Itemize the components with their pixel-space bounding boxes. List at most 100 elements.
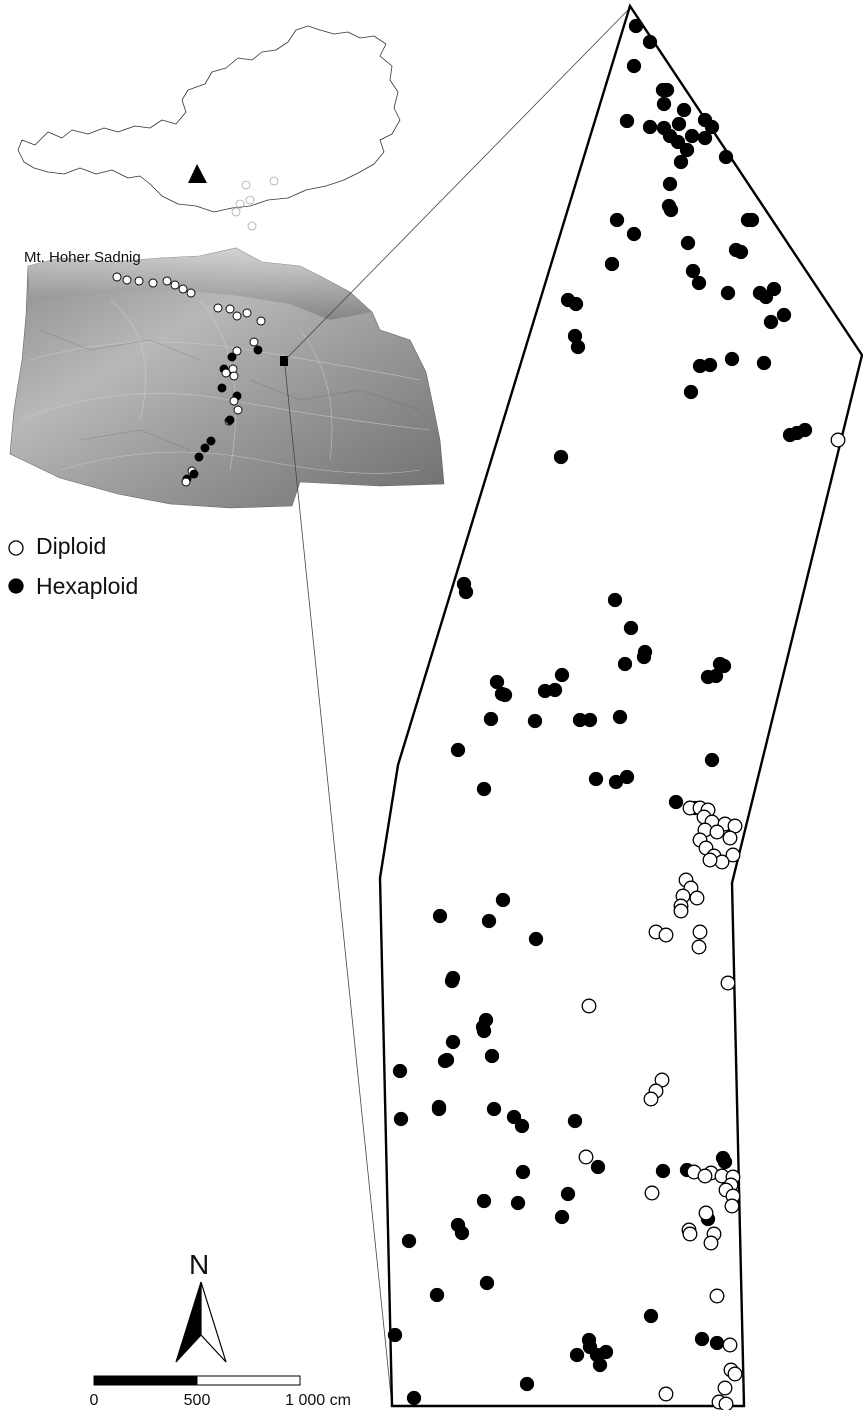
diploid-sample-point: [717, 1380, 733, 1396]
hexaploid-sample-point: [515, 1164, 531, 1180]
hexaploid-sample-point: [718, 149, 734, 165]
north-arrow: N: [175, 1249, 227, 1363]
hexaploid-sample-point: [662, 176, 678, 192]
hexaploid-sample-point: [547, 682, 563, 698]
hexaploid-sample-point: [668, 794, 684, 810]
hexaploid-sample-point: [568, 296, 584, 312]
hexaploid-sample-point: [655, 1163, 671, 1179]
hexaploid-sample-point: [401, 1233, 417, 1249]
hexaploid-sample-point: [671, 116, 687, 132]
hexaploid-sample-point: [527, 713, 543, 729]
hexaploid-sample-point: [458, 584, 474, 600]
hexaploid-sample-point: [612, 709, 628, 725]
diploid-sample-point: [698, 1205, 714, 1221]
scale-bar: 0 500 1 000 cm: [90, 1375, 351, 1409]
hexaploid-sample-point: [432, 908, 448, 924]
diploid-sample-point: [722, 1337, 738, 1353]
diploid-sample-point: [658, 1386, 674, 1402]
hexaploid-sample-point: [598, 1344, 614, 1360]
terrain-relief-model: Mt. Hoher Sadnig: [9, 247, 445, 509]
hexaploid-sample-point: [670, 134, 686, 150]
legend-hexaploid-symbol-icon: [8, 578, 24, 594]
hexaploid-sample-point: [708, 668, 724, 684]
hexaploid-sample-point: [619, 769, 635, 785]
diploid-sample-point: [718, 1396, 734, 1410]
hexaploid-sample-point: [444, 973, 460, 989]
hexaploid-sample-point: [656, 96, 672, 112]
hexaploid-sample-point: [744, 212, 760, 228]
diploid-sample-point: [689, 890, 705, 906]
hexaploid-sample-point: [476, 781, 492, 797]
hexaploid-sample-point: [623, 620, 639, 636]
hexaploid-sample-point: [454, 1225, 470, 1241]
hexaploid-sample-point: [476, 1023, 492, 1039]
hexaploid-sample-point: [683, 384, 699, 400]
hexaploid-sample-point: [495, 892, 511, 908]
diploid-sample-point: [673, 903, 689, 919]
hexaploid-sample-point: [554, 1209, 570, 1225]
hexaploid-sample-point: [763, 314, 779, 330]
hexaploid-sample-point: [626, 58, 642, 74]
hexaploid-sample-point: [659, 82, 675, 98]
study-plot-location-marker: [280, 356, 288, 366]
hexaploid-sample-point: [797, 422, 813, 438]
diploid-sample-point: [709, 1288, 725, 1304]
north-arrow-left-half-icon: [175, 1281, 202, 1363]
hexaploid-sample-point: [450, 742, 466, 758]
diploid-sample-point: [643, 1091, 659, 1107]
hexaploid-sample-point: [519, 1376, 535, 1392]
hexaploid-sample-point: [569, 1347, 585, 1363]
hexaploid-sample-point: [592, 1357, 608, 1373]
hexaploid-sample-point: [694, 1331, 710, 1347]
hexaploid-sample-point: [431, 1101, 447, 1117]
hexaploid-sample-point: [497, 687, 513, 703]
hexaploid-sample-point: [479, 1275, 495, 1291]
hexaploid-sample-point: [684, 128, 700, 144]
diploid-sample-point: [727, 1366, 743, 1382]
hexaploid-sample-point: [733, 244, 749, 260]
hexaploid-sample-point: [445, 1034, 461, 1050]
hexaploid-sample-point: [679, 142, 695, 158]
hexaploid-sample-point: [643, 1308, 659, 1324]
plot-samples: [387, 18, 846, 1410]
hexaploid-sample-point: [776, 307, 792, 323]
north-arrow-right-half-icon: [200, 1281, 227, 1363]
hexaploid-sample-point: [704, 119, 720, 135]
hexaploid-sample-point: [514, 1118, 530, 1134]
diploid-sample-point: [724, 1198, 740, 1214]
hexaploid-sample-point: [484, 1048, 500, 1064]
hexaploid-sample-point: [604, 256, 620, 272]
hexaploid-sample-point: [582, 712, 598, 728]
diploid-sample-point: [722, 830, 738, 846]
hexaploid-sample-point: [636, 649, 652, 665]
diploid-sample-point: [697, 1168, 713, 1184]
zoom-connector-lines: [284, 7, 631, 1407]
terrain-transect-samples: [112, 272, 266, 487]
hexaploid-sample-point: [720, 285, 736, 301]
diploid-sample-point: [692, 924, 708, 940]
hexaploid-sample-point: [724, 351, 740, 367]
hexaploid-sample-point: [702, 357, 718, 373]
hexaploid-sample-point: [393, 1111, 409, 1127]
diploid-sample-point: [581, 998, 597, 1014]
hexaploid-sample-point: [663, 202, 679, 218]
hexaploid-sample-point: [704, 752, 720, 768]
scale-tick-0: 0: [90, 1392, 99, 1409]
hexaploid-sample-point: [406, 1390, 422, 1406]
diploid-sample-point: [720, 975, 736, 991]
hexaploid-sample-point: [691, 275, 707, 291]
hexaploid-sample-point: [685, 263, 701, 279]
diploid-sample-point: [703, 1235, 719, 1251]
hexaploid-sample-point: [756, 355, 772, 371]
diploid-sample-point: [714, 854, 730, 870]
north-arrow-label: N: [189, 1249, 209, 1280]
hexaploid-sample-point: [628, 18, 644, 34]
hexaploid-sample-point: [676, 102, 692, 118]
hexaploid-sample-point: [560, 1186, 576, 1202]
diploid-sample-point: [682, 1226, 698, 1242]
hexaploid-sample-point: [483, 711, 499, 727]
hexaploid-sample-point: [506, 1109, 522, 1125]
legend-hexaploid-label: Hexaploid: [36, 573, 138, 599]
legend-diploid-symbol-icon: [8, 540, 24, 556]
